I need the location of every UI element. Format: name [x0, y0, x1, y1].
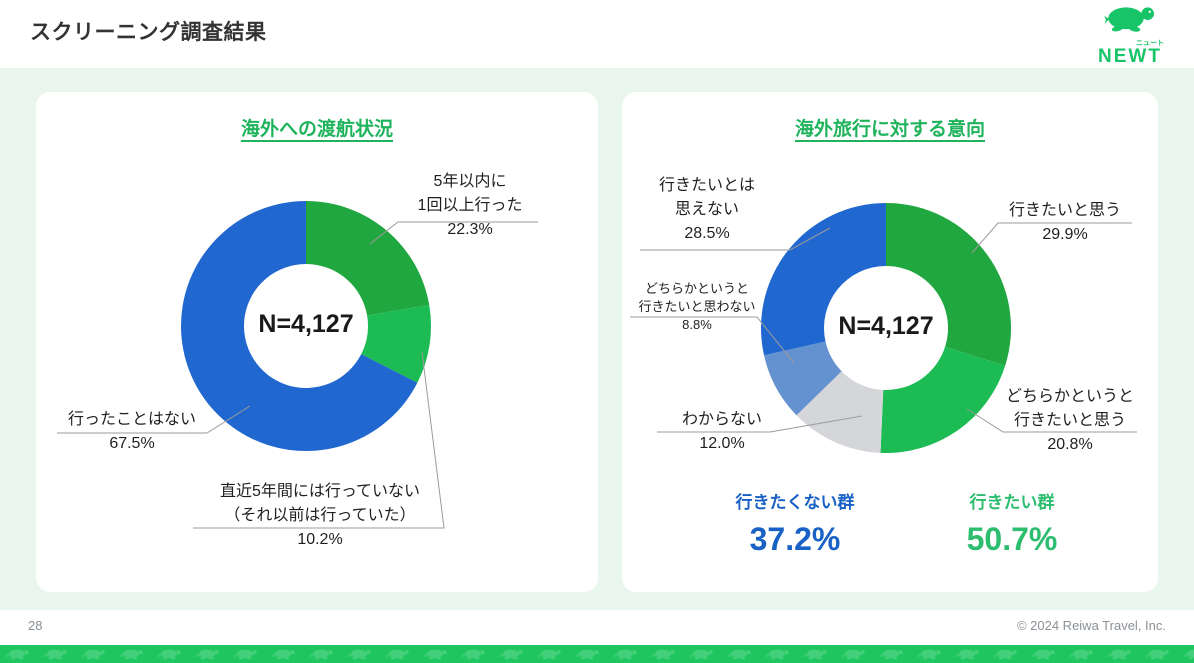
summary-negative-group: 行きたくない群 37.2%	[710, 488, 880, 558]
summary-positive-label: 行きたい群	[969, 493, 1055, 512]
callout-label-line: 1回以上行った	[417, 197, 523, 214]
callout-unknown: わからない 12.0%	[642, 408, 802, 456]
leader-line	[971, 222, 1132, 254]
callout-label-line: 直近5年間には行っていない	[219, 483, 421, 500]
callout-percent: 28.5%	[684, 225, 730, 242]
card-travel-intention: 海外旅行に対する意向 N=4,127 行きたいとは 思えない 28.5% 行きた…	[622, 92, 1158, 592]
callout-want-to-go: 行きたいと思う 29.9%	[980, 199, 1150, 247]
logo-wordmark: NEWT	[1098, 46, 1162, 67]
leader-line	[630, 316, 795, 364]
card-travel-history: 海外への渡航状況 N=4,127 5年以内に 1回以上行った 22.3% 行った…	[36, 92, 598, 592]
donut-chart-travel-intention	[630, 203, 1137, 454]
page-title: スクリーニング調査結果	[30, 21, 267, 44]
callout-never-been: 行ったことはない 67.5%	[42, 408, 222, 456]
callout-label-line: 行きたいとは	[658, 177, 755, 194]
newt-logo: ニュート NEWT	[1092, 4, 1168, 66]
callout-percent: 22.3%	[447, 221, 493, 238]
sample-size-label: N=4,127	[838, 312, 934, 340]
callout-label-line: 行きたいと思う	[1013, 412, 1126, 429]
callout-label-line: 行ったことはない	[67, 411, 196, 428]
callout-percent: 8.8%	[682, 317, 712, 332]
callout-label-line: どちらかというと	[644, 281, 749, 296]
donut-segments	[181, 201, 432, 451]
chart-title-travel-intention: 海外旅行に対する意向	[794, 119, 985, 140]
slide-header: スクリーニング調査結果 ニュート NEWT	[0, 0, 1194, 68]
leader-line	[57, 405, 251, 434]
donut-segment	[764, 341, 842, 416]
callout-label-line: 思えない	[674, 201, 739, 218]
donut-segment	[361, 304, 432, 383]
summary-negative-label: 行きたくない群	[735, 493, 855, 512]
callout-percent: 29.9%	[1042, 226, 1088, 243]
leader-line	[193, 351, 445, 529]
callout-percent: 67.5%	[109, 435, 155, 452]
callout-label-line: 行きたいと思わない	[638, 299, 756, 314]
callout-percent: 10.2%	[297, 531, 343, 548]
callout-somewhat-dont-want: どちらかというと 行きたいと思わない 8.8%	[622, 280, 772, 334]
donut-segment	[181, 201, 418, 451]
turtle-eye	[1148, 10, 1151, 13]
leader-line	[640, 227, 831, 251]
donut-segment	[886, 203, 1011, 366]
leader-line	[369, 221, 538, 245]
sample-size-label: N=4,127	[258, 310, 354, 338]
callout-went-within-5-years: 5年以内に 1回以上行った 22.3%	[380, 170, 560, 242]
turtle-tail	[1104, 16, 1110, 24]
callout-label-line: わからない	[681, 411, 762, 428]
callout-somewhat-want: どちらかというと 行きたいと思う 20.8%	[982, 385, 1158, 457]
summary-positive-group: 行きたい群 50.7%	[927, 488, 1097, 558]
chart-title-travel-history: 海外への渡航状況	[240, 119, 393, 140]
summary-negative-value: 37.2%	[749, 521, 841, 557]
donut-segment	[306, 201, 430, 316]
callout-dont-want-to-go: 行きたいとは 思えない 28.5%	[622, 174, 792, 246]
footer-pattern-band	[0, 645, 1194, 663]
callout-percent: 12.0%	[699, 435, 745, 452]
summary-positive-value: 50.7%	[966, 521, 1058, 557]
callout-label-line: 行きたいと思う	[1008, 202, 1121, 219]
page-number: 28	[28, 618, 43, 633]
callout-label-line: （それ以前は行っていた）	[224, 507, 416, 524]
logo-katakana: ニュート	[1136, 40, 1164, 47]
copyright: © 2024 Reiwa Travel, Inc.	[1016, 618, 1166, 633]
donut-segment	[796, 371, 884, 453]
leader-line	[966, 408, 1137, 433]
leader-line	[657, 415, 863, 433]
donut-segment	[760, 203, 886, 356]
leader-lines	[630, 222, 1137, 433]
donut-segment	[880, 346, 1006, 454]
slide-body: 海外への渡航状況 N=4,127 5年以内に 1回以上行った 22.3% 行った…	[0, 68, 1194, 610]
donut-segments	[760, 203, 1011, 454]
callout-percent: 20.8%	[1047, 436, 1093, 453]
callout-not-in-recent-5-years: 直近5年間には行っていない （それ以前は行っていた） 10.2%	[170, 480, 470, 552]
leader-lines	[57, 221, 538, 529]
donut-chart-travel-history	[57, 201, 538, 529]
callout-label-line: 5年以内に	[433, 173, 507, 190]
slide-footer: 28 © 2024 Reiwa Travel, Inc.	[0, 610, 1194, 645]
callout-label-line: どちらかというと	[1005, 388, 1134, 405]
turtle-icon	[1104, 7, 1154, 32]
